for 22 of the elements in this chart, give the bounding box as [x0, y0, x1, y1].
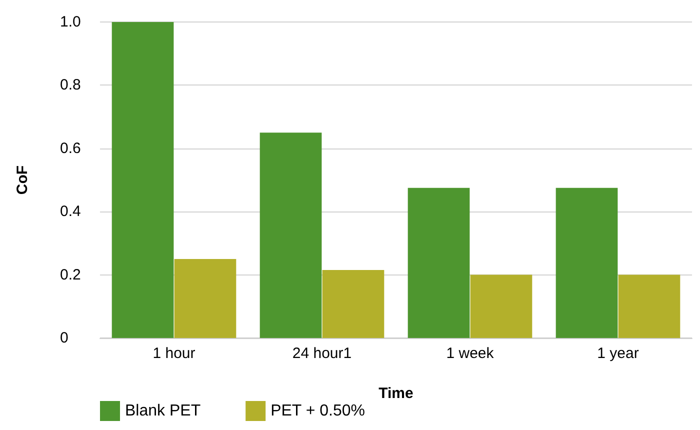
legend-label: Blank PET [125, 402, 201, 420]
bar [322, 270, 384, 338]
bar [174, 259, 236, 338]
y-tick-label: 0.2 [60, 266, 81, 284]
bar [618, 274, 680, 338]
legend-label: PET + 0.50% [270, 402, 366, 420]
bar [408, 188, 470, 338]
bar [260, 132, 322, 338]
bar [112, 22, 174, 338]
bar [556, 188, 618, 338]
x-tick-label: 24 hour1 [292, 345, 352, 362]
x-tick-label: 1 week [446, 345, 494, 362]
x-axis-title: Time [378, 385, 414, 402]
bar [470, 274, 532, 338]
y-tick-label: 0.4 [60, 203, 81, 220]
y-tick-label: 0.6 [60, 140, 81, 157]
x-tick-label: 1 year [597, 345, 639, 362]
y-axis-title: CoF [14, 165, 31, 195]
y-tick-label: 0.8 [60, 76, 81, 94]
y-tick-label: 1.0 [60, 14, 81, 30]
y-tick-label: 0 [60, 330, 68, 346]
x-tick-label: 1 hour [152, 345, 196, 362]
